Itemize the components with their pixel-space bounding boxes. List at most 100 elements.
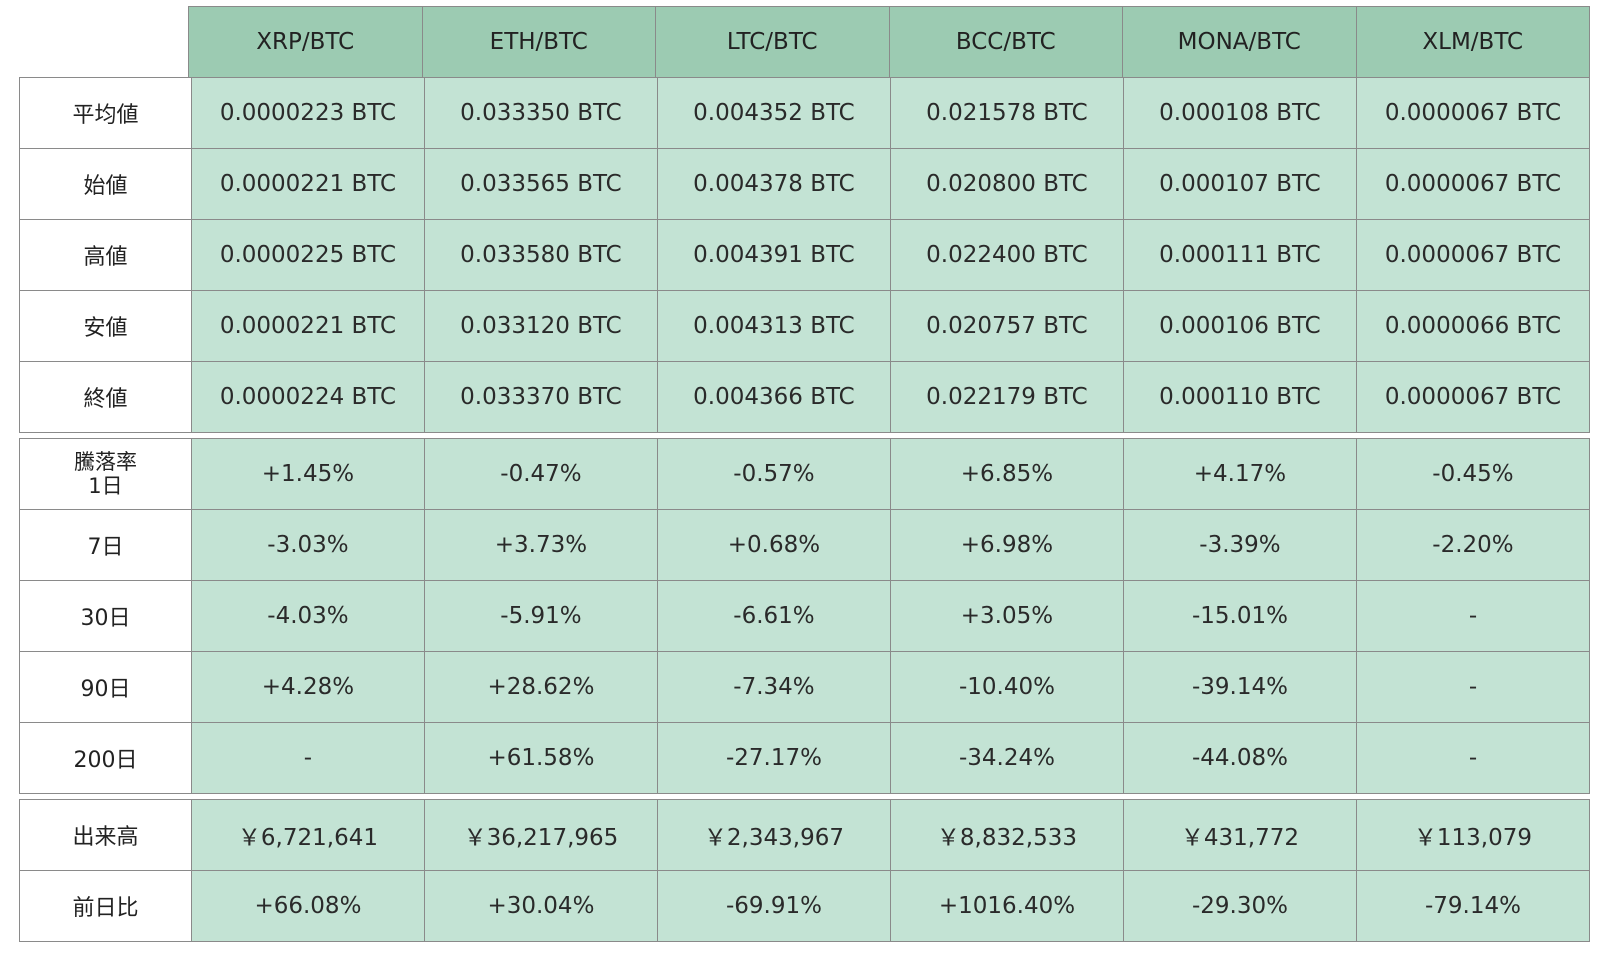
table-cell: 0.004313 BTC: [656, 290, 891, 362]
change-rate-label: 騰落率: [73, 450, 137, 474]
table-cell: 0.020800 BTC: [889, 148, 1124, 220]
pair-header-table: XRP/BTC ETH/BTC LTC/BTC BCC/BTC MONA/BTC…: [188, 6, 1590, 78]
row-label-high: 高値: [19, 219, 192, 291]
table-cell: +4.17%: [1122, 438, 1357, 510]
table-cell: 0.0000221 BTC: [190, 148, 425, 220]
table-row: 200日 - +61.58% -27.17% -34.24% -44.08% -: [19, 722, 1591, 794]
table-cell: 0.0000067 BTC: [1355, 361, 1591, 433]
period-label: 1日: [88, 474, 123, 498]
header-ltc-btc: LTC/BTC: [655, 6, 890, 78]
table-cell: 0.0000066 BTC: [1355, 290, 1591, 362]
table-row: 30日 -4.03% -5.91% -6.61% +3.05% -15.01% …: [19, 580, 1591, 652]
volume-table: 出来高 ￥6,721,641 ￥36,217,965 ￥2,343,967 ￥8…: [19, 799, 1591, 942]
table-cell: -7.34%: [656, 651, 891, 723]
table-cell: +3.05%: [889, 580, 1124, 652]
table-cell: +28.62%: [423, 651, 658, 723]
table-cell: -34.24%: [889, 722, 1124, 794]
table-cell: 0.0000225 BTC: [190, 219, 425, 291]
table-cell: 0.004378 BTC: [656, 148, 891, 220]
table-cell: 0.033565 BTC: [423, 148, 658, 220]
table-cell: ￥8,832,533: [889, 799, 1124, 871]
change-rate-table: 騰落率 1日 +1.45% -0.47% -0.57% +6.85% +4.17…: [19, 438, 1591, 794]
table-cell: -: [1355, 651, 1591, 723]
table-cell: -: [1355, 722, 1591, 794]
table-cell: 0.004352 BTC: [656, 77, 891, 149]
table-cell: -10.40%: [889, 651, 1124, 723]
table-cell: -39.14%: [1122, 651, 1357, 723]
table-cell: -0.47%: [423, 438, 658, 510]
table-cell: -0.57%: [656, 438, 891, 510]
table-cell: 0.000106 BTC: [1122, 290, 1357, 362]
table-cell: 0.004391 BTC: [656, 219, 891, 291]
table-cell: 0.033120 BTC: [423, 290, 658, 362]
table-cell: +0.68%: [656, 509, 891, 581]
table-cell: 0.020757 BTC: [889, 290, 1124, 362]
table-cell: +66.08%: [190, 870, 425, 942]
table-cell: -: [1355, 580, 1591, 652]
table-cell: 0.0000223 BTC: [190, 77, 425, 149]
header-xrp-btc: XRP/BTC: [188, 6, 423, 78]
table-cell: 0.021578 BTC: [889, 77, 1124, 149]
table-cell: -15.01%: [1122, 580, 1357, 652]
table-cell: -0.45%: [1355, 438, 1591, 510]
table-cell: +4.28%: [190, 651, 425, 723]
table-cell: -44.08%: [1122, 722, 1357, 794]
table-cell: 0.022400 BTC: [889, 219, 1124, 291]
row-label-change-7d: 7日: [19, 509, 192, 581]
row-label-change-30d: 30日: [19, 580, 192, 652]
header-mona-btc: MONA/BTC: [1122, 6, 1357, 78]
table-row: 高値 0.0000225 BTC 0.033580 BTC 0.004391 B…: [19, 219, 1591, 291]
table-cell: -2.20%: [1355, 509, 1591, 581]
table-cell: -: [190, 722, 425, 794]
table-cell: ￥113,079: [1355, 799, 1591, 871]
header-xlm-btc: XLM/BTC: [1355, 6, 1590, 78]
row-label-volume: 出来高: [19, 799, 192, 871]
table-row: 出来高 ￥6,721,641 ￥36,217,965 ￥2,343,967 ￥8…: [19, 799, 1591, 871]
table-cell: -79.14%: [1355, 870, 1591, 942]
table-row: 前日比 +66.08% +30.04% -69.91% +1016.40% -2…: [19, 870, 1591, 942]
table-cell: 0.000110 BTC: [1122, 361, 1357, 433]
table-row: 平均値 0.0000223 BTC 0.033350 BTC 0.004352 …: [19, 77, 1591, 149]
table-cell: +1016.40%: [889, 870, 1124, 942]
table-cell: -69.91%: [656, 870, 891, 942]
table-cell: 0.033370 BTC: [423, 361, 658, 433]
table-cell: 0.0000067 BTC: [1355, 148, 1591, 220]
row-label-close: 終値: [19, 361, 192, 433]
table-cell: +3.73%: [423, 509, 658, 581]
table-cell: ￥2,343,967: [656, 799, 891, 871]
table-row: 始値 0.0000221 BTC 0.033565 BTC 0.004378 B…: [19, 148, 1591, 220]
table-row: 終値 0.0000224 BTC 0.033370 BTC 0.004366 B…: [19, 361, 1591, 433]
table-cell: +1.45%: [190, 438, 425, 510]
row-label-low: 安値: [19, 290, 192, 362]
table-cell: 0.022179 BTC: [889, 361, 1124, 433]
table-cell: 0.0000067 BTC: [1355, 219, 1591, 291]
table-cell: 0.033580 BTC: [423, 219, 658, 291]
table-cell: 0.0000067 BTC: [1355, 77, 1591, 149]
row-label-change-200d: 200日: [19, 722, 192, 794]
row-label-open: 始値: [19, 148, 192, 220]
table-cell: ￥36,217,965: [423, 799, 658, 871]
header-row: XRP/BTC ETH/BTC LTC/BTC BCC/BTC MONA/BTC…: [188, 6, 1590, 78]
table-cell: -3.03%: [190, 509, 425, 581]
table-cell: +6.85%: [889, 438, 1124, 510]
table-cell: ￥431,772: [1122, 799, 1357, 871]
table-row: 安値 0.0000221 BTC 0.033120 BTC 0.004313 B…: [19, 290, 1591, 362]
table-cell: 0.0000221 BTC: [190, 290, 425, 362]
table-row: 騰落率 1日 +1.45% -0.47% -0.57% +6.85% +4.17…: [19, 438, 1591, 510]
table-cell: -5.91%: [423, 580, 658, 652]
price-table: 平均値 0.0000223 BTC 0.033350 BTC 0.004352 …: [19, 77, 1591, 433]
table-row: 7日 -3.03% +3.73% +0.68% +6.98% -3.39% -2…: [19, 509, 1591, 581]
table-cell: 0.000111 BTC: [1122, 219, 1357, 291]
header-bcc-btc: BCC/BTC: [888, 6, 1123, 78]
table-cell: -29.30%: [1122, 870, 1357, 942]
header-eth-btc: ETH/BTC: [421, 6, 656, 78]
row-label-average: 平均値: [19, 77, 192, 149]
table-cell: -6.61%: [656, 580, 891, 652]
row-label-prev-day-ratio: 前日比: [19, 870, 192, 942]
table-cell: +30.04%: [423, 870, 658, 942]
table-cell: -27.17%: [656, 722, 891, 794]
row-label-change-1d: 騰落率 1日: [19, 438, 192, 510]
table-cell: 0.0000224 BTC: [190, 361, 425, 433]
table-cell: 0.033350 BTC: [423, 77, 658, 149]
table-cell: 0.004366 BTC: [656, 361, 891, 433]
